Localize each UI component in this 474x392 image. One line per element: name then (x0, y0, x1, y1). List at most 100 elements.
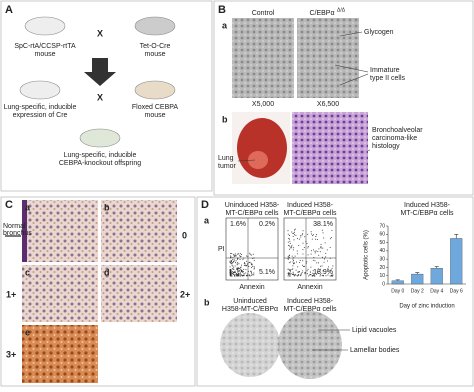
flow-dot (291, 255, 293, 257)
flow-dot (330, 275, 332, 277)
flow-dot (288, 256, 290, 258)
flow-dot (234, 272, 236, 274)
flow-dot (325, 275, 327, 277)
flow-dot (302, 249, 304, 251)
flow-dot (319, 270, 321, 272)
flow-dot (241, 274, 243, 276)
flow-dot (332, 274, 334, 276)
mouse-label: mouse (144, 51, 165, 58)
flow-dot (250, 262, 252, 264)
flow-dot (232, 272, 234, 274)
flow-dot (238, 275, 240, 277)
flow-dot (304, 265, 306, 267)
panel-letter: B (218, 4, 226, 16)
flow-dot (240, 255, 242, 257)
flow-dot (307, 246, 309, 248)
mouse-label: Lung-specific, inducible (64, 152, 137, 159)
cell-image (220, 313, 280, 377)
flow-dot (294, 234, 296, 236)
flow-dot (236, 263, 238, 265)
flow-dot (296, 238, 298, 240)
flow-dot (245, 272, 247, 274)
annotation: Lipid vacuoles (352, 327, 397, 334)
flow-dot (294, 273, 296, 275)
score: 2+ (180, 289, 190, 299)
flow-dot (300, 273, 302, 275)
flow-dot (295, 269, 297, 271)
flow-dot (240, 269, 242, 271)
flow-dot (300, 275, 302, 277)
flow-dot (289, 271, 291, 273)
flow-dot (237, 262, 239, 264)
flow-dot (316, 234, 318, 236)
flow-dot (320, 247, 322, 249)
flow-dot (297, 271, 299, 273)
ihc-image (101, 265, 177, 322)
flow-dot (288, 269, 290, 271)
flow-dot (237, 257, 239, 259)
flow-dot (239, 272, 241, 274)
flow-dot (234, 275, 236, 277)
y-tick-label: 0 (382, 281, 385, 287)
annotation: tumor (218, 163, 237, 170)
flow-dot (309, 271, 311, 273)
error-bar (454, 233, 459, 239)
flow-dot (306, 261, 308, 263)
image-title: Uninduced (233, 298, 267, 305)
flow-dot (298, 274, 300, 276)
mouse-label: Lung-specific, inducible (4, 104, 77, 111)
flow-dot (292, 258, 294, 260)
panel-letter: A (5, 4, 13, 16)
flow-dot (300, 236, 302, 238)
mouse-label: mouse (144, 112, 165, 119)
annotation: Normal (3, 223, 26, 230)
flow-dot (247, 255, 249, 257)
flow-dot (303, 246, 305, 248)
flow-dot (323, 237, 325, 239)
flow-dot (331, 267, 333, 269)
sub-letter: e (25, 327, 30, 337)
flow-dot (302, 253, 304, 255)
mouse-label: SpC-rtA/CCSP-rtTA (14, 43, 76, 50)
flow-dot (252, 253, 254, 255)
flow-dot (293, 262, 295, 264)
flow-dot (314, 252, 316, 254)
error-bar (415, 272, 420, 275)
flow-dot (307, 268, 309, 270)
flow-dot (232, 259, 234, 261)
flow-dot (230, 252, 232, 254)
flow-dot (318, 262, 320, 264)
flow-dot (331, 273, 333, 275)
flow-dot (327, 268, 329, 270)
flow-dot (247, 270, 249, 272)
flow-dot (288, 234, 290, 236)
flow-dot (289, 273, 291, 275)
flow-dot (241, 253, 243, 255)
flow-dot (239, 275, 241, 277)
flow-dot (253, 257, 255, 259)
plot-title: MT-C/EBPα cells (283, 210, 337, 217)
flow-dot (252, 265, 254, 267)
axis-label: Annexin (297, 284, 322, 291)
annotation: Glycogen (364, 29, 394, 36)
flow-dot (291, 247, 293, 249)
image-title: MT-C/EBPα cells (283, 306, 337, 313)
plot-title: Induced H358- (287, 202, 334, 209)
panel-letter: C (5, 199, 13, 211)
flow-dot (250, 254, 252, 256)
flow-dot (287, 268, 289, 270)
flow-dot (287, 233, 289, 235)
sub-letter: b (222, 114, 228, 124)
flow-dot (302, 230, 304, 232)
annotation: Immature (370, 67, 400, 74)
score: 1+ (6, 289, 16, 299)
flow-dot (318, 254, 320, 256)
flow-dot (321, 275, 323, 277)
flow-dot (231, 260, 233, 262)
flow-dot (239, 273, 241, 275)
flow-dot (292, 233, 294, 235)
flow-dot (287, 244, 289, 246)
y-tick-label: 70 (379, 223, 385, 229)
flow-dot (235, 273, 237, 275)
